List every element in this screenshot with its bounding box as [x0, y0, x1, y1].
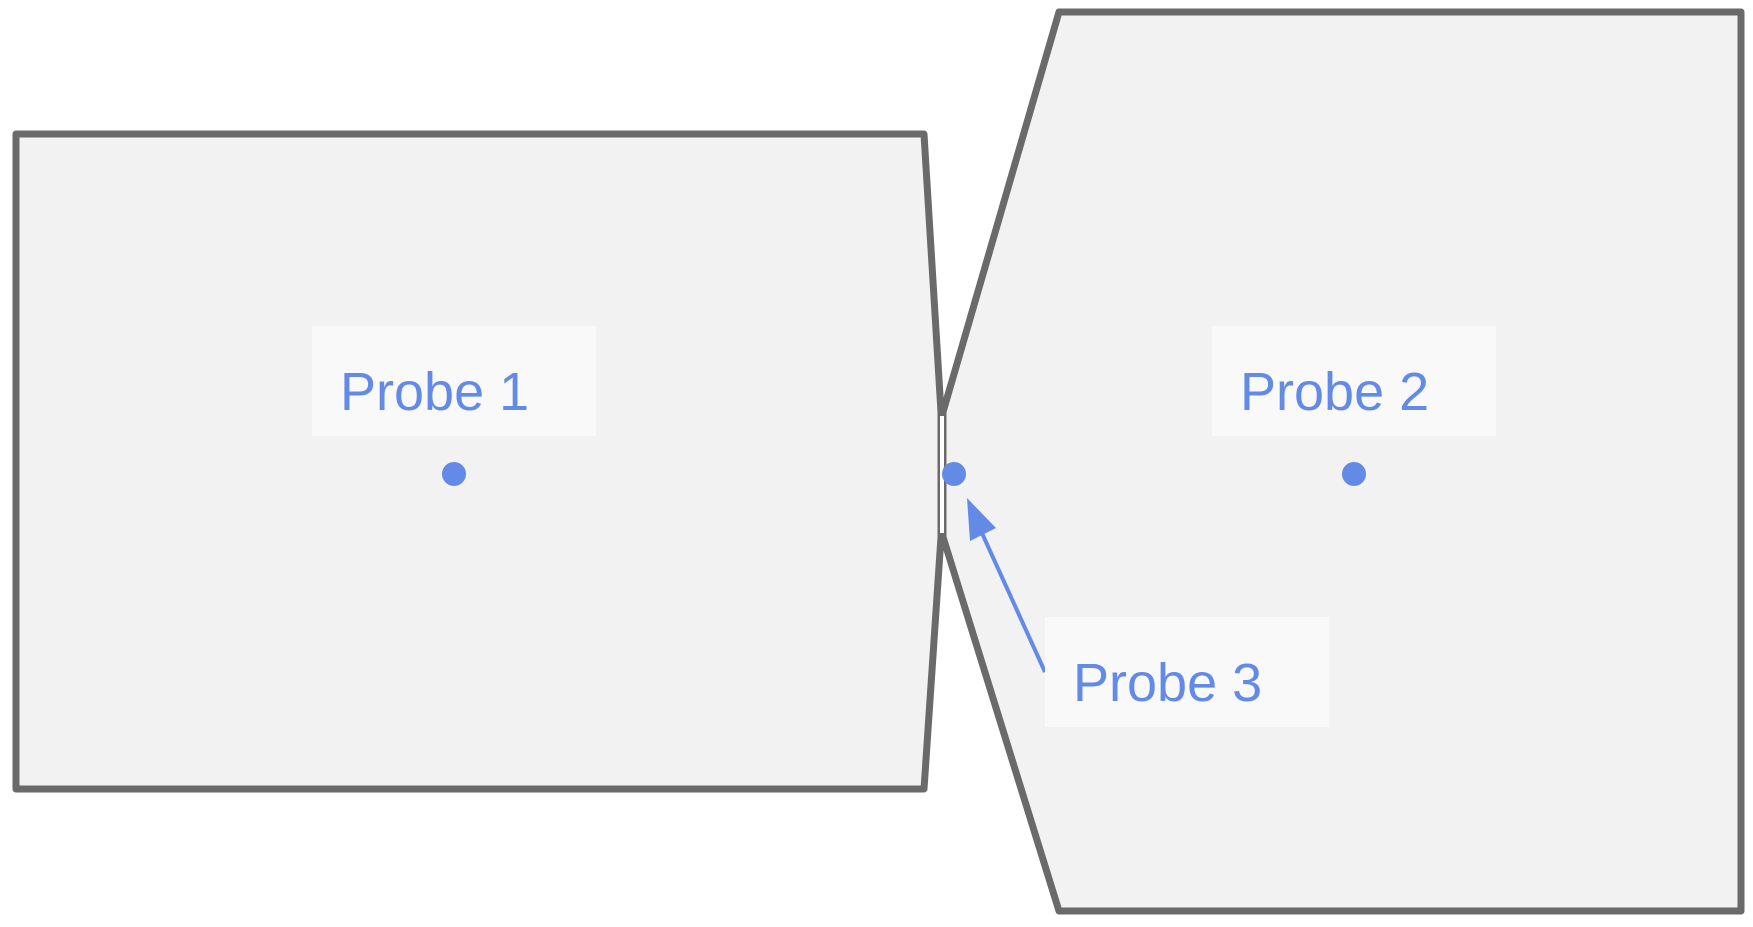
- probe-1-label-box: [312, 326, 596, 436]
- right-block-shape: [939, 8, 1745, 915]
- probe-3-leader-line: [979, 530, 1047, 673]
- probe-2-point: [1342, 462, 1366, 486]
- throat-gap: [940, 416, 944, 533]
- probe-2-label-text: Probe 2: [1240, 362, 1429, 422]
- probe-1-point: [442, 462, 466, 486]
- probe-1-label-text: Probe 1: [340, 362, 529, 422]
- probe-3-arrowhead-icon: [967, 498, 996, 541]
- probe-3-label-box: [1045, 617, 1329, 727]
- probe-2-label: Probe 2: [1212, 326, 1496, 436]
- probe-2-label-box: [1212, 326, 1496, 436]
- left-block-shape: [12, 130, 945, 793]
- probe-3-point: [942, 462, 966, 486]
- probe-3-label-text: Probe 3: [1073, 653, 1262, 713]
- probe-3-label: Probe 3: [1045, 617, 1329, 727]
- probe-1-label: Probe 1: [312, 326, 596, 436]
